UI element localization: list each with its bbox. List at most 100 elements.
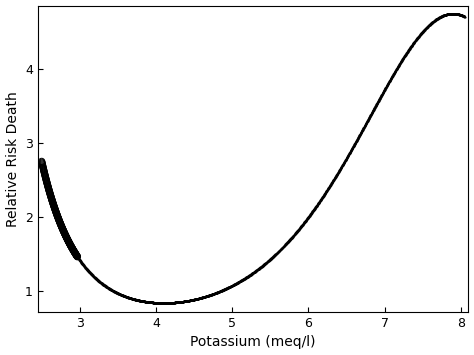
Point xyxy=(79,262,87,267)
Point xyxy=(164,300,171,306)
Point xyxy=(185,298,193,304)
Point xyxy=(391,70,398,76)
Point xyxy=(76,257,83,263)
Point xyxy=(277,246,284,252)
Point xyxy=(142,299,149,305)
Point xyxy=(430,18,438,24)
Point xyxy=(317,197,324,203)
Point xyxy=(323,187,331,193)
Point xyxy=(245,273,252,279)
Point xyxy=(357,130,365,135)
Point xyxy=(229,282,237,288)
Point xyxy=(145,299,153,305)
Point xyxy=(277,246,285,252)
Point xyxy=(211,290,219,296)
Point xyxy=(189,297,196,303)
Point xyxy=(45,187,53,192)
Point xyxy=(343,155,351,161)
Point xyxy=(85,269,92,274)
Point xyxy=(223,286,230,291)
Point xyxy=(282,242,289,247)
Point xyxy=(109,288,117,294)
Point xyxy=(135,297,142,303)
Point xyxy=(45,185,52,190)
Point xyxy=(377,94,384,99)
Point xyxy=(213,290,221,295)
Point xyxy=(155,300,163,306)
Point xyxy=(347,148,355,153)
Point xyxy=(143,299,150,305)
Point xyxy=(76,258,84,263)
Point xyxy=(350,142,358,148)
Point xyxy=(280,243,288,249)
Point xyxy=(262,260,270,266)
Point xyxy=(192,296,200,302)
Point xyxy=(227,284,234,289)
Point xyxy=(281,242,288,248)
Point xyxy=(390,71,397,77)
Point xyxy=(132,297,140,302)
Point xyxy=(436,15,444,20)
Point xyxy=(451,11,458,17)
Point xyxy=(407,44,414,50)
Point xyxy=(301,219,309,224)
Point xyxy=(120,293,128,299)
Point xyxy=(152,300,159,306)
Point xyxy=(256,265,264,271)
Point xyxy=(150,300,157,305)
Point xyxy=(258,263,265,269)
Point xyxy=(317,197,325,202)
Point xyxy=(144,299,151,305)
Point xyxy=(350,142,358,148)
Point xyxy=(455,12,463,17)
Point xyxy=(337,166,344,172)
Point xyxy=(107,287,115,293)
Point xyxy=(173,300,181,305)
Point xyxy=(240,276,248,282)
Point xyxy=(322,189,329,195)
Point xyxy=(42,177,50,182)
Point xyxy=(296,225,304,231)
Point xyxy=(84,268,91,273)
Point xyxy=(130,296,138,302)
Point xyxy=(447,11,455,16)
Point xyxy=(346,149,354,154)
Point xyxy=(206,293,213,298)
Point xyxy=(365,117,372,122)
Point xyxy=(395,62,403,67)
Point xyxy=(332,173,340,179)
Point xyxy=(172,300,179,305)
Point xyxy=(389,73,396,79)
Point xyxy=(178,299,185,305)
Point xyxy=(38,159,46,165)
Point xyxy=(265,258,273,263)
Point xyxy=(270,253,278,259)
Point xyxy=(80,262,87,268)
Point xyxy=(106,286,114,292)
Point xyxy=(104,285,112,291)
Point xyxy=(96,279,103,284)
Point xyxy=(66,241,73,246)
Point xyxy=(265,257,273,263)
Point xyxy=(337,165,345,171)
Point xyxy=(230,282,238,288)
Point xyxy=(398,58,405,64)
Point xyxy=(270,253,277,259)
Point xyxy=(282,242,289,247)
Point xyxy=(306,212,314,218)
Point xyxy=(331,175,339,181)
Point xyxy=(143,299,151,305)
Point xyxy=(411,38,419,43)
Point xyxy=(457,12,465,18)
Point xyxy=(230,282,237,288)
Point xyxy=(379,89,387,95)
Point xyxy=(153,300,160,306)
Point xyxy=(53,212,61,218)
Point xyxy=(418,30,426,36)
Point xyxy=(209,291,216,297)
Point xyxy=(186,297,194,303)
Point xyxy=(220,287,228,293)
Point xyxy=(346,151,353,157)
Point xyxy=(385,80,392,85)
Point xyxy=(301,218,309,224)
